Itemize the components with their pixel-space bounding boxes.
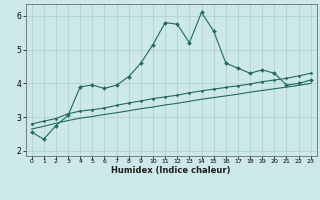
X-axis label: Humidex (Indice chaleur): Humidex (Indice chaleur) <box>111 166 231 175</box>
